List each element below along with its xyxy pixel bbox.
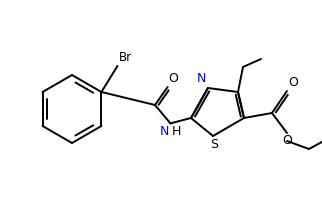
Text: N: N <box>197 72 206 85</box>
Text: O: O <box>282 134 292 147</box>
Text: S: S <box>210 138 218 151</box>
Text: N: N <box>160 125 169 138</box>
Text: Br: Br <box>118 51 132 64</box>
Text: O: O <box>288 76 298 89</box>
Text: H: H <box>171 125 181 138</box>
Text: O: O <box>169 72 178 85</box>
